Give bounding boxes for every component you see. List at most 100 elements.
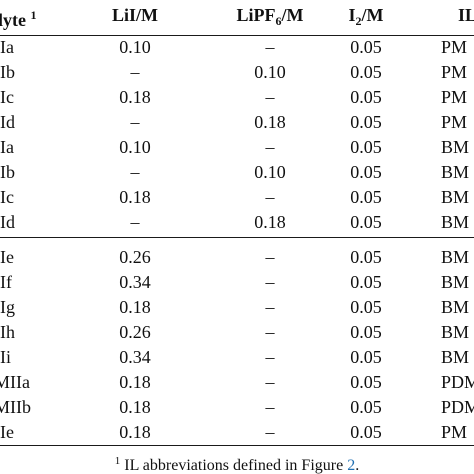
header-electrolyte-text: lyte xyxy=(0,10,26,30)
cell-lii: 0.18 xyxy=(119,187,151,207)
cell-i2: 0.05 xyxy=(350,37,382,57)
cell-il: PM xyxy=(441,37,468,57)
cell-electrolyte: IId xyxy=(0,212,15,232)
cell-electrolyte: MIIb xyxy=(0,397,31,417)
cell-lii: 0.26 xyxy=(119,322,151,342)
cell-lipf6: – xyxy=(265,87,275,107)
cell-il: PDM xyxy=(441,372,474,392)
cell-il: BM xyxy=(441,212,470,232)
cell-electrolyte: IIe xyxy=(0,422,14,442)
cell-lipf6: – xyxy=(265,422,275,442)
cell-il: BM xyxy=(441,272,470,292)
header-i2: I2/M xyxy=(348,4,384,28)
cell-lipf6: – xyxy=(265,322,275,342)
cell-lipf6: – xyxy=(265,137,275,157)
header-lipf6-subscript: 6 xyxy=(275,14,282,28)
header-lii: LiI/M xyxy=(112,4,158,26)
cell-lii: – xyxy=(130,112,140,132)
header-il: IL xyxy=(458,4,474,26)
cell-lipf6: – xyxy=(265,372,275,392)
cell-i2: 0.05 xyxy=(350,187,382,207)
cell-lii: 0.10 xyxy=(119,137,151,157)
cell-lipf6: – xyxy=(265,37,275,57)
cell-electrolyte: IIb xyxy=(0,162,15,182)
cell-electrolyte: IIa xyxy=(0,37,14,57)
header-lii-name: LiI xyxy=(111,5,137,25)
cell-lii: 0.10 xyxy=(119,37,151,57)
bottom-rule xyxy=(0,445,474,446)
cell-electrolyte: IIg xyxy=(0,297,15,317)
cell-il: BM xyxy=(441,162,470,182)
header-i2-name: I xyxy=(348,5,356,25)
group-divider-rule xyxy=(0,237,474,238)
cell-il: BM xyxy=(441,247,470,267)
cell-lipf6: 0.18 xyxy=(254,212,286,232)
footnote-figure-link[interactable]: 2 xyxy=(347,457,356,474)
cell-lipf6: – xyxy=(265,397,275,417)
header-rule xyxy=(0,35,474,36)
cell-i2: 0.05 xyxy=(350,87,382,107)
cell-i2: 0.05 xyxy=(350,322,382,342)
cell-lii: 0.18 xyxy=(119,297,151,317)
cell-il: PM xyxy=(441,112,468,132)
cell-i2: 0.05 xyxy=(350,112,382,132)
cell-il: BM xyxy=(441,187,470,207)
cell-il: PM xyxy=(441,422,468,442)
cell-electrolyte: IIa xyxy=(0,137,14,157)
cell-electrolyte: IIi xyxy=(0,347,11,367)
cell-electrolyte: IIe xyxy=(0,247,14,267)
cell-i2: 0.05 xyxy=(350,372,382,392)
cell-lipf6: – xyxy=(265,247,275,267)
cell-i2: 0.05 xyxy=(350,247,382,267)
cell-electrolyte: IIc xyxy=(0,187,14,207)
cell-il: BM xyxy=(441,137,470,157)
cell-electrolyte: IId xyxy=(0,112,15,132)
cell-lipf6: 0.18 xyxy=(254,112,286,132)
cell-i2: 0.05 xyxy=(350,272,382,292)
cell-electrolyte: IIh xyxy=(0,322,15,342)
cell-lii: 0.18 xyxy=(119,397,151,417)
header-electrolyte: lyte 1 xyxy=(0,4,36,31)
cell-electrolyte: MIIa xyxy=(0,372,30,392)
cell-lipf6: – xyxy=(265,272,275,292)
cell-i2: 0.05 xyxy=(350,422,382,442)
cell-lipf6: 0.10 xyxy=(254,62,286,82)
footnote-text: IL abbreviations defined in Figure xyxy=(124,457,344,474)
cell-i2: 0.05 xyxy=(350,62,382,82)
header-lii-unit: /M xyxy=(136,5,159,25)
cell-i2: 0.05 xyxy=(350,397,382,417)
cell-lii: 0.18 xyxy=(119,87,151,107)
cell-lii: 0.18 xyxy=(119,422,151,442)
table-footnote: 1 IL abbreviations defined in Figure 2. xyxy=(0,451,474,474)
header-lipf6-name: LiPF xyxy=(236,5,276,25)
header-i2-unit: /M xyxy=(361,5,384,25)
header-lipf6-unit: /M xyxy=(281,5,304,25)
cell-il: BM xyxy=(441,322,470,342)
cell-lii: – xyxy=(130,62,140,82)
cell-electrolyte: IIc xyxy=(0,87,14,107)
footnote-marker: 1 xyxy=(114,455,121,467)
footnote-period: . xyxy=(355,457,360,474)
cell-il: PM xyxy=(441,62,468,82)
cell-i2: 0.05 xyxy=(350,297,382,317)
header-electrolyte-footnote-marker: 1 xyxy=(30,8,37,22)
cell-lii: 0.34 xyxy=(119,272,151,292)
cell-lipf6: – xyxy=(265,297,275,317)
cell-electrolyte: IIb xyxy=(0,62,15,82)
cell-i2: 0.05 xyxy=(350,137,382,157)
cell-lii: – xyxy=(130,162,140,182)
cell-i2: 0.05 xyxy=(350,347,382,367)
header-il-text: IL xyxy=(458,5,474,25)
header-lipf6: LiPF6/M xyxy=(236,4,304,28)
cell-lii: – xyxy=(130,212,140,232)
cell-il: PDM xyxy=(441,397,474,417)
cell-i2: 0.05 xyxy=(350,212,382,232)
header-i2-subscript: 2 xyxy=(355,14,362,28)
cell-lipf6: 0.10 xyxy=(254,162,286,182)
cell-lii: 0.34 xyxy=(119,347,151,367)
cell-lii: 0.26 xyxy=(119,247,151,267)
cell-electrolyte: IIf xyxy=(0,272,12,292)
cell-lipf6: – xyxy=(265,187,275,207)
cell-il: BM xyxy=(441,297,470,317)
